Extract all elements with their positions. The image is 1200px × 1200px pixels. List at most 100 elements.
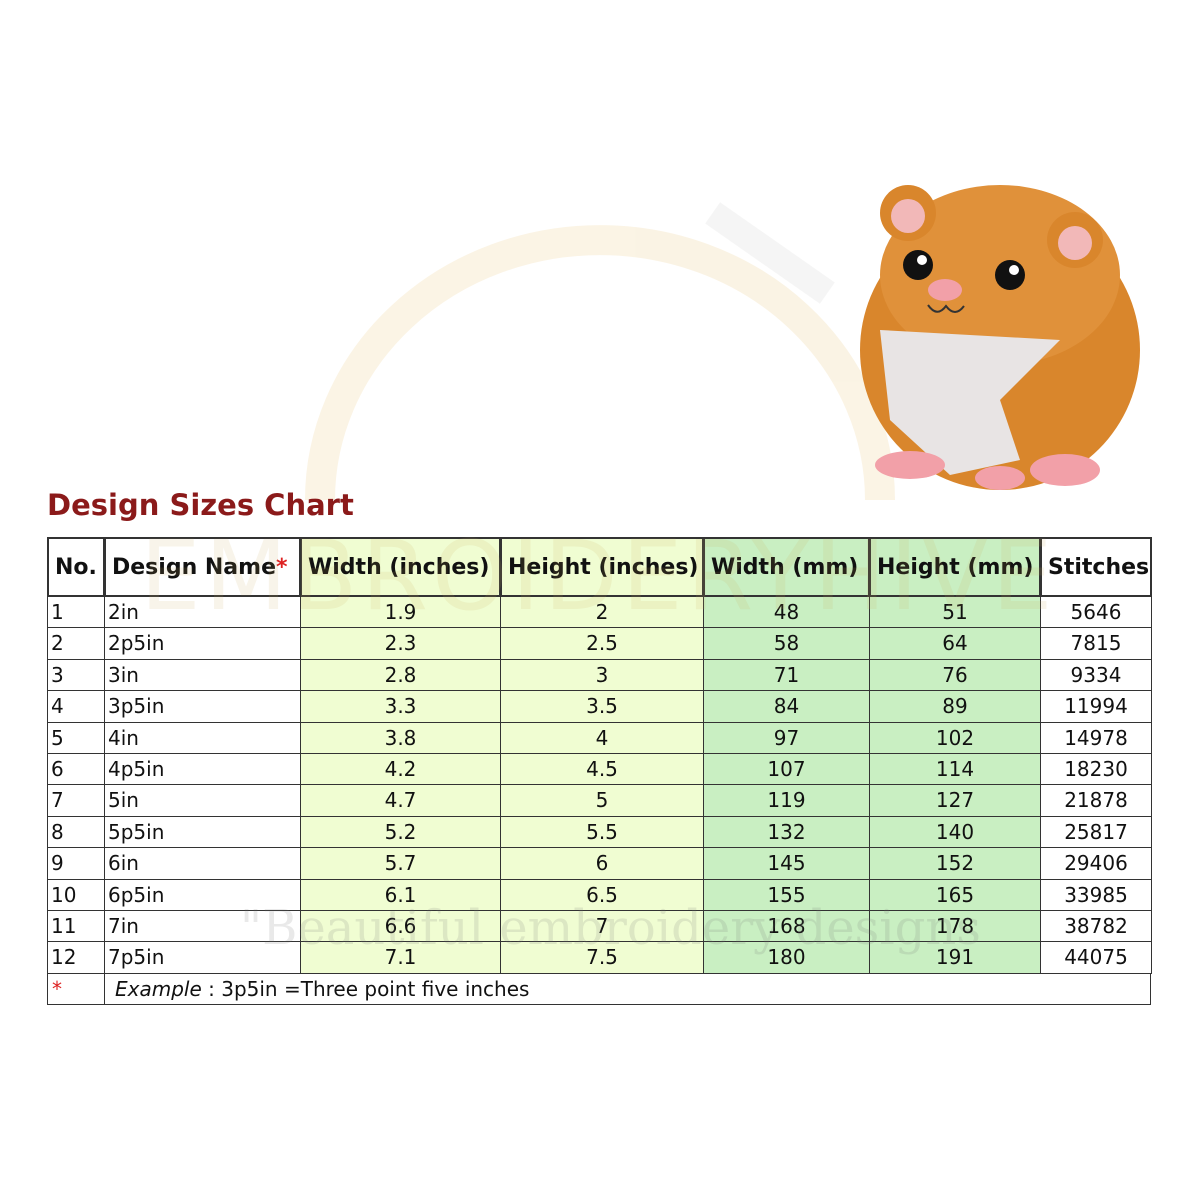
note-label: Example bbox=[115, 976, 202, 1001]
header-cell: Stitches bbox=[1040, 537, 1152, 597]
value-cell: 6.1 bbox=[300, 878, 501, 911]
row-label: 2p5in bbox=[104, 627, 301, 660]
value-cell: 132 bbox=[703, 815, 870, 849]
value-cell: 51 bbox=[869, 596, 1041, 629]
value-cell: 5.5 bbox=[500, 815, 704, 849]
value-cell: 3.8 bbox=[300, 721, 501, 754]
value-cell: 9334 bbox=[1040, 658, 1152, 692]
value-cell: 33985 bbox=[1040, 878, 1152, 911]
row-label: 11 bbox=[47, 910, 105, 943]
row-label: 3 bbox=[47, 658, 105, 692]
note-cell: Example : 3p5in =Three point five inches bbox=[104, 972, 1151, 1006]
value-cell: 84 bbox=[703, 690, 870, 723]
row-label: 6in bbox=[104, 847, 301, 880]
row-label: 4in bbox=[104, 721, 301, 754]
value-cell: 2.3 bbox=[300, 627, 501, 660]
required-marker: * bbox=[276, 555, 288, 580]
value-cell: 4.2 bbox=[300, 753, 501, 786]
value-cell: 64 bbox=[869, 627, 1041, 660]
value-cell: 21878 bbox=[1040, 784, 1152, 817]
value-cell: 7.1 bbox=[300, 941, 501, 974]
value-cell: 5646 bbox=[1040, 596, 1152, 629]
value-cell: 1.9 bbox=[300, 596, 501, 629]
value-cell: 140 bbox=[869, 815, 1041, 849]
row-label: 2in bbox=[104, 596, 301, 629]
value-cell: 7815 bbox=[1040, 627, 1152, 660]
note-marker: * bbox=[47, 972, 105, 1006]
row-label: 5p5in bbox=[104, 815, 301, 849]
value-cell: 3.5 bbox=[500, 690, 704, 723]
value-cell: 97 bbox=[703, 721, 870, 754]
value-cell: 2.5 bbox=[500, 627, 704, 660]
row-label: 9 bbox=[47, 847, 105, 880]
value-cell: 58 bbox=[703, 627, 870, 660]
value-cell: 38782 bbox=[1040, 910, 1152, 943]
row-label: 1 bbox=[47, 596, 105, 629]
chart-title: Design Sizes Chart bbox=[47, 488, 354, 522]
row-label: 3p5in bbox=[104, 690, 301, 723]
row-label: 6 bbox=[47, 753, 105, 786]
header-cell: Design Name* bbox=[104, 537, 301, 597]
note-text: : 3p5in =Three point five inches bbox=[201, 976, 530, 1001]
value-cell: 76 bbox=[869, 658, 1041, 692]
row-label: 4p5in bbox=[104, 753, 301, 786]
row-label: 12 bbox=[47, 941, 105, 974]
row-label: 6p5in bbox=[104, 878, 301, 911]
value-cell: 5.7 bbox=[300, 847, 501, 880]
value-cell: 14978 bbox=[1040, 721, 1152, 754]
value-cell: 178 bbox=[869, 910, 1041, 943]
value-cell: 44075 bbox=[1040, 941, 1152, 974]
value-cell: 191 bbox=[869, 941, 1041, 974]
row-label: 4 bbox=[47, 690, 105, 723]
hamster-illustration bbox=[860, 185, 1140, 490]
value-cell: 4 bbox=[500, 721, 704, 754]
header-cell: Height (inches) bbox=[500, 537, 704, 597]
value-cell: 25817 bbox=[1040, 815, 1152, 849]
value-cell: 155 bbox=[703, 878, 870, 911]
value-cell: 6.6 bbox=[300, 910, 501, 943]
value-cell: 165 bbox=[869, 878, 1041, 911]
value-cell: 119 bbox=[703, 784, 870, 817]
value-cell: 102 bbox=[869, 721, 1041, 754]
value-cell: 48 bbox=[703, 596, 870, 629]
value-cell: 7.5 bbox=[500, 941, 704, 974]
row-label: 7in bbox=[104, 910, 301, 943]
header-cell: Height (mm) bbox=[869, 537, 1041, 597]
value-cell: 5 bbox=[500, 784, 704, 817]
value-cell: 107 bbox=[703, 753, 870, 786]
value-cell: 18230 bbox=[1040, 753, 1152, 786]
value-cell: 127 bbox=[869, 784, 1041, 817]
value-cell: 145 bbox=[703, 847, 870, 880]
value-cell: 2.8 bbox=[300, 658, 501, 692]
value-cell: 2 bbox=[500, 596, 704, 629]
value-cell: 3.3 bbox=[300, 690, 501, 723]
header-cell: Width (inches) bbox=[300, 537, 501, 597]
value-cell: 114 bbox=[869, 753, 1041, 786]
value-cell: 152 bbox=[869, 847, 1041, 880]
row-label: 7 bbox=[47, 784, 105, 817]
row-label: 3in bbox=[104, 658, 301, 692]
value-cell: 180 bbox=[703, 941, 870, 974]
value-cell: 4.5 bbox=[500, 753, 704, 786]
header-cell: Width (mm) bbox=[703, 537, 870, 597]
value-cell: 3 bbox=[500, 658, 704, 692]
value-cell: 11994 bbox=[1040, 690, 1152, 723]
row-label: 8 bbox=[47, 815, 105, 849]
row-label: 7p5in bbox=[104, 941, 301, 974]
value-cell: 4.7 bbox=[300, 784, 501, 817]
row-label: 10 bbox=[47, 878, 105, 911]
row-label: 5 bbox=[47, 721, 105, 754]
value-cell: 6.5 bbox=[500, 878, 704, 911]
value-cell: 168 bbox=[703, 910, 870, 943]
header-cell: No. bbox=[47, 537, 105, 597]
value-cell: 89 bbox=[869, 690, 1041, 723]
value-cell: 5.2 bbox=[300, 815, 501, 849]
value-cell: 71 bbox=[703, 658, 870, 692]
value-cell: 6 bbox=[500, 847, 704, 880]
value-cell: 7 bbox=[500, 910, 704, 943]
row-label: 5in bbox=[104, 784, 301, 817]
value-cell: 29406 bbox=[1040, 847, 1152, 880]
row-label: 2 bbox=[47, 627, 105, 660]
